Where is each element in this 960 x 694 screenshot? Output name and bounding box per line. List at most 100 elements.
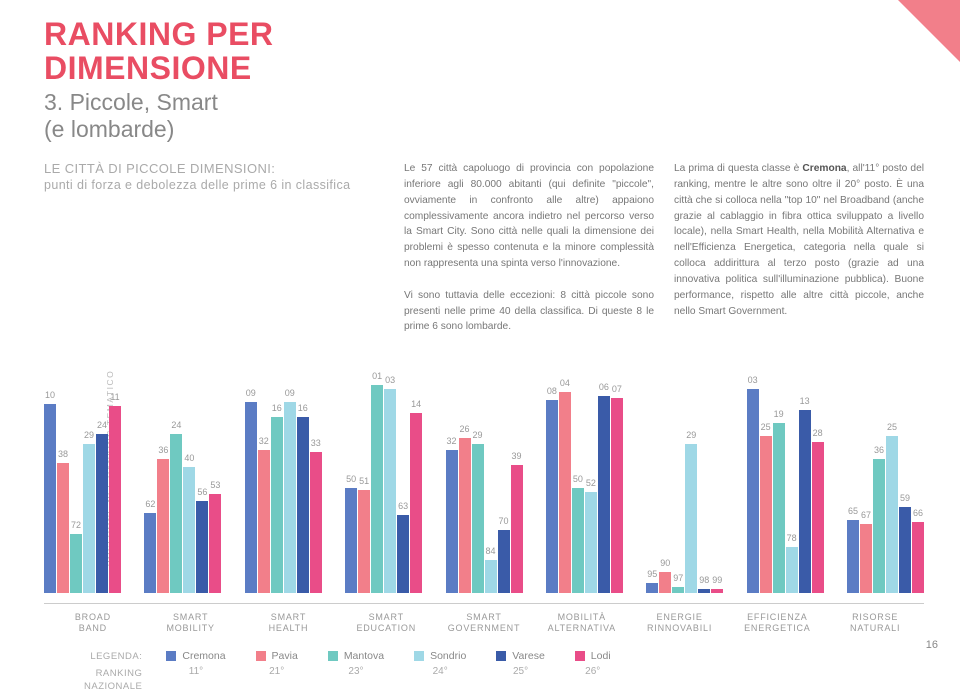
bar: 40 [183, 467, 195, 593]
bar: 50 [572, 488, 584, 593]
bar-value: 03 [385, 375, 395, 385]
bar-value: 53 [210, 480, 220, 490]
bar-value: 63 [398, 501, 408, 511]
bar-value: 70 [498, 516, 508, 526]
bar: 63 [397, 515, 409, 593]
bar-value: 14 [411, 399, 421, 409]
legend-swatch [328, 651, 338, 661]
bar-value: 66 [913, 508, 923, 518]
bar-value: 29 [84, 430, 94, 440]
bar: 59 [899, 507, 911, 593]
bar-group: 959097299899 [646, 444, 723, 593]
bar-value: 36 [874, 445, 884, 455]
legend-swatch [414, 651, 424, 661]
legend-rank: 26° [585, 666, 600, 677]
bar: 08 [546, 400, 558, 593]
bar: 97 [672, 587, 684, 593]
bar-value: 62 [145, 499, 155, 509]
bar-value: 59 [900, 493, 910, 503]
bar: 11 [109, 406, 121, 593]
bar: 29 [83, 444, 95, 593]
legend-items: Cremona11°Pavia21°Mantova23°Sondrio24°Va… [166, 650, 610, 677]
bar-value: 38 [58, 449, 68, 459]
bar: 72 [70, 534, 82, 593]
bar: 29 [472, 444, 484, 593]
bar: 56 [196, 501, 208, 593]
legend-city: Mantova [344, 650, 384, 662]
bar-group: 505101036314 [345, 385, 422, 593]
bar-value: 56 [197, 487, 207, 497]
bar-group: 093216091633 [245, 402, 322, 593]
chart: POSIZIONE NEL RANKING TEMATICO 103872292… [44, 343, 924, 593]
legend-rank: 24° [433, 666, 448, 677]
bar-value: 98 [699, 575, 709, 585]
bar-value: 03 [748, 375, 758, 385]
bar: 10 [44, 404, 56, 593]
bar: 52 [585, 492, 597, 593]
x-label: MOBILITÀALTERNATIVA [533, 612, 631, 634]
legend-city: Cremona [182, 650, 225, 662]
bar-value: 24 [97, 420, 107, 430]
bar-value: 84 [485, 546, 495, 556]
bar-value: 19 [774, 409, 784, 419]
legend-item: Sondrio24° [414, 650, 466, 677]
body-columns: Le 57 città capoluogo di provincia con p… [404, 161, 924, 335]
bar-value: 36 [158, 445, 168, 455]
bar: 38 [57, 463, 69, 593]
infographic-page: RANKING PER DIMENSIONE 3. Piccole, Smart… [0, 0, 960, 661]
body-col-1: Le 57 città capoluogo di provincia con p… [404, 161, 654, 335]
bar: 09 [245, 402, 257, 593]
x-label: EFFICIENZAENERGETICA [728, 612, 826, 634]
bar-value: 09 [285, 388, 295, 398]
bar: 03 [384, 389, 396, 593]
bar-value: 26 [459, 424, 469, 434]
bar: 25 [760, 436, 772, 594]
bar: 62 [144, 513, 156, 593]
bar: 28 [812, 442, 824, 593]
bar-value: 67 [861, 510, 871, 520]
legend-city: Pavia [272, 650, 298, 662]
bar: 32 [446, 450, 458, 593]
bar: 25 [886, 436, 898, 594]
bar: 78 [786, 547, 798, 593]
bar-value: 11 [110, 392, 119, 402]
x-label: SMARTGOVERNMENT [435, 612, 533, 634]
bar-value: 09 [246, 388, 256, 398]
legend-rank: 21° [269, 666, 284, 677]
bar-value: 39 [511, 451, 521, 461]
intro-head-l2: punti di forza e debolezza delle prime 6… [44, 178, 350, 192]
main-title: RANKING PER DIMENSIONE [44, 18, 924, 85]
bar-value: 50 [346, 474, 356, 484]
bar: 06 [598, 396, 610, 593]
bar: 24 [96, 434, 108, 594]
bar: 16 [297, 417, 309, 593]
legend-item: Mantova23° [328, 650, 384, 677]
legend-item: Varese25° [496, 650, 545, 677]
intro-head-block: LE CITTÀ DI PICCOLE DIMENSIONI: punti di… [44, 161, 374, 335]
bar: 04 [559, 392, 571, 594]
intro-row: LE CITTÀ DI PICCOLE DIMENSIONI: punti di… [44, 161, 924, 335]
bar: 24 [170, 434, 182, 594]
legend-city: Lodi [591, 650, 611, 662]
intro-head-l1: LE CITTÀ DI PICCOLE DIMENSIONI: [44, 161, 275, 176]
x-label: BROADBAND [44, 612, 142, 634]
bar: 36 [157, 459, 169, 593]
x-label: ENERGIERINNOVABILI [631, 612, 729, 634]
legend-swatch [496, 651, 506, 661]
bar: 39 [511, 465, 523, 593]
bar: 95 [646, 583, 658, 594]
bar-value: 52 [586, 478, 596, 488]
bar-value: 16 [298, 403, 308, 413]
legend-item: Pavia 21° [256, 650, 298, 677]
bar: 32 [258, 450, 270, 593]
bar-value: 06 [599, 382, 609, 392]
bar: 07 [611, 398, 623, 593]
bar-value: 65 [848, 506, 858, 516]
legend-labels: LEGENDA: RANKINGNAZIONALE [84, 650, 142, 694]
bar: 99 [711, 589, 723, 593]
bar: 53 [209, 494, 221, 593]
bar-value: 72 [71, 520, 81, 530]
bar: 33 [310, 452, 322, 593]
bar-group: 6567 36255966 [847, 436, 924, 594]
bar: 16 [271, 417, 283, 593]
